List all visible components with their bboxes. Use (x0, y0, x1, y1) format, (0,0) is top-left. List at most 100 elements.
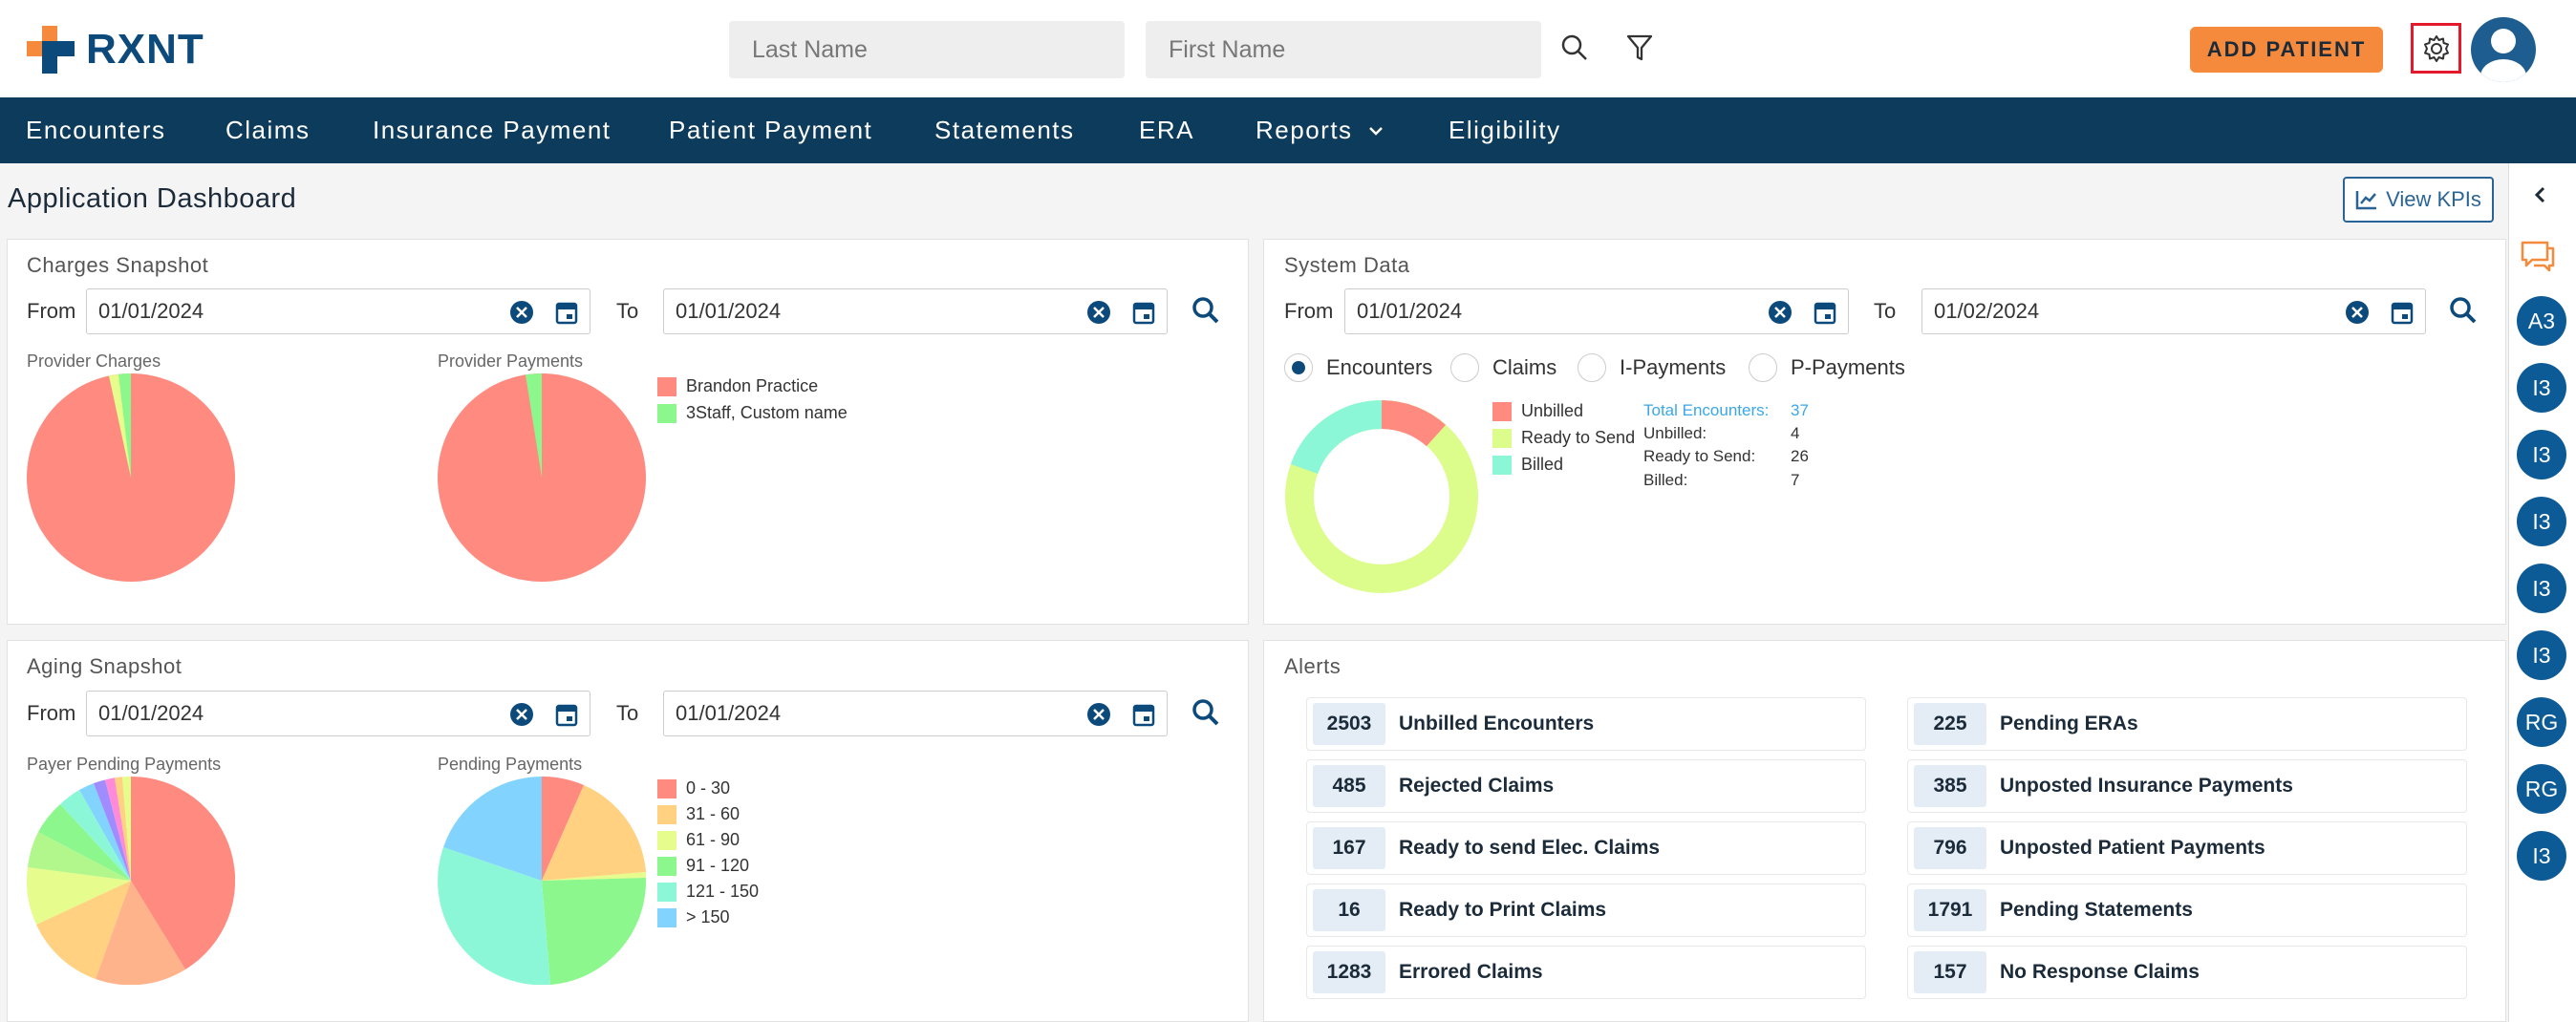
legend-item: 61 - 90 (657, 830, 740, 850)
nav-encounters[interactable]: Encounters (26, 116, 166, 144)
charges-to-date-value: 01/01/2024 (676, 299, 782, 323)
first-name-input[interactable]: First Name (1146, 21, 1541, 78)
user-avatar[interactable] (2471, 17, 2536, 82)
chevron-down-icon[interactable] (1368, 125, 1384, 137)
radio-p-payments[interactable]: P-Payments (1749, 353, 1905, 382)
encounters-donut-chart (1285, 400, 1478, 593)
calendar-icon[interactable] (1132, 300, 1155, 325)
alert-unposted-insurance-payments[interactable]: 385 Unposted Insurance Payments (1907, 759, 2467, 813)
aging-to-date-value: 01/01/2024 (676, 701, 782, 725)
logo-cross-icon (27, 26, 75, 74)
aging-from-date-value: 01/01/2024 (98, 701, 204, 725)
rxnt-logo[interactable]: RXNT (25, 23, 204, 76)
clear-icon[interactable] (1086, 702, 1111, 727)
clear-icon[interactable] (2345, 300, 2370, 325)
aging-to-date-input[interactable]: 01/01/2024 (663, 691, 1168, 736)
ready-stat-label: Ready to Send: (1643, 447, 1756, 465)
alert-ready-to-send-elec-claims[interactable]: 167 Ready to send Elec. Claims (1306, 821, 1866, 875)
alert-count: 385 (1914, 765, 1986, 807)
alert-pending-eras[interactable]: 225 Pending ERAs (1907, 697, 2467, 751)
search-icon[interactable] (1557, 31, 1592, 65)
alert-count: 157 (1914, 951, 1986, 993)
radio-circle (1749, 353, 1777, 382)
alert-label: Rejected Claims (1399, 775, 1555, 797)
main-nav: Encounters Claims Insurance Payment Pati… (0, 97, 2576, 163)
aging-snapshot-title: Aging Snapshot (27, 654, 182, 678)
charges-to-date-input[interactable]: 01/01/2024 (663, 288, 1168, 334)
user-badge[interactable]: I3 (2517, 564, 2566, 613)
system-to-date-input[interactable]: 01/02/2024 (1921, 288, 2426, 334)
charges-from-date-input[interactable]: 01/01/2024 (86, 288, 590, 334)
alert-ready-to-print-claims[interactable]: 16 Ready to Print Claims (1306, 884, 1866, 937)
alert-unbilled-encounters[interactable]: 2503 Unbilled Encounters (1306, 697, 1866, 751)
alert-no-response-claims[interactable]: 157 No Response Claims (1907, 946, 2467, 999)
settings-gear-icon[interactable] (2411, 23, 2461, 74)
calendar-icon[interactable] (1814, 300, 1836, 325)
provider-charges-label: Provider Charges (27, 351, 161, 371)
legend-item: Unbilled (1492, 401, 1583, 421)
last-name-input[interactable]: Last Name (729, 21, 1125, 78)
charges-search-icon[interactable] (1191, 296, 1220, 325)
nav-claims[interactable]: Claims (225, 116, 311, 144)
user-badge[interactable]: RG (2517, 697, 2566, 747)
system-search-icon[interactable] (2449, 296, 2478, 325)
from-label: From (27, 701, 76, 725)
aging-search-icon[interactable] (1191, 698, 1220, 727)
unbilled-stat-value: 4 (1791, 424, 1800, 442)
calendar-icon[interactable] (1132, 702, 1155, 727)
legend-item: 31 - 60 (657, 804, 740, 824)
add-patient-button[interactable]: ADD PATIENT (2190, 27, 2383, 73)
legend-swatch (657, 376, 676, 396)
unbilled-stat-label: Unbilled: (1643, 424, 1707, 442)
radio-circle (1578, 353, 1606, 382)
nav-reports[interactable]: Reports (1256, 116, 1353, 144)
user-badge[interactable]: I3 (2517, 430, 2566, 479)
nav-patient-payment[interactable]: Patient Payment (669, 116, 873, 144)
clear-icon[interactable] (1086, 300, 1111, 325)
radio-encounters[interactable]: Encounters (1284, 353, 1432, 382)
ready-stat-value: 26 (1791, 447, 1809, 465)
alert-label: Unbilled Encounters (1399, 713, 1595, 735)
user-badge[interactable]: RG (2517, 764, 2566, 814)
alert-label: Ready to send Elec. Claims (1399, 837, 1661, 859)
brand-name: RXNT (86, 26, 204, 73)
system-from-date-input[interactable]: 01/01/2024 (1344, 288, 1849, 334)
calendar-icon[interactable] (2391, 300, 2414, 325)
clear-icon[interactable] (1768, 300, 1792, 325)
clear-icon[interactable] (509, 702, 534, 727)
alert-pending-statements[interactable]: 1791 Pending Statements (1907, 884, 2467, 937)
clear-icon[interactable] (509, 300, 534, 325)
nav-insurance-payment[interactable]: Insurance Payment (373, 116, 612, 144)
system-from-date-value: 01/01/2024 (1357, 299, 1463, 323)
chevron-left-icon[interactable] (2531, 185, 2550, 204)
legend-label: 3Staff, Custom name (686, 403, 848, 422)
billed-stat-label: Billed: (1643, 471, 1688, 489)
alert-errored-claims[interactable]: 1283 Errored Claims (1306, 946, 1866, 999)
to-label: To (1874, 299, 1897, 323)
radio-i-payments[interactable]: I-Payments (1578, 353, 1726, 382)
alert-label: Ready to Print Claims (1399, 899, 1607, 921)
charges-snapshot-title: Charges Snapshot (27, 253, 209, 277)
user-badge[interactable]: I3 (2517, 363, 2566, 413)
nav-eligibility[interactable]: Eligibility (1449, 116, 1561, 144)
line-chart-icon (2355, 191, 2377, 210)
user-badge[interactable]: I3 (2517, 831, 2566, 881)
legend-label: Unbilled (1521, 401, 1584, 420)
alerts-title: Alerts (1284, 654, 1342, 678)
user-badge[interactable]: I3 (2517, 630, 2566, 680)
chat-icon[interactable] (2519, 239, 2557, 273)
aging-from-date-input[interactable]: 01/01/2024 (86, 691, 590, 736)
filter-icon[interactable] (1622, 31, 1657, 65)
alert-rejected-claims[interactable]: 485 Rejected Claims (1306, 759, 1866, 813)
calendar-icon[interactable] (555, 702, 578, 727)
calendar-icon[interactable] (555, 300, 578, 325)
user-badge[interactable]: I3 (2517, 497, 2566, 546)
nav-statements[interactable]: Statements (934, 116, 1075, 144)
nav-era[interactable]: ERA (1139, 116, 1194, 144)
legend-swatch (657, 778, 676, 798)
view-kpis-button[interactable]: View KPIs (2343, 177, 2494, 223)
radio-claims[interactable]: Claims (1450, 353, 1556, 382)
alert-unposted-patient-payments[interactable]: 796 Unposted Patient Payments (1907, 821, 2467, 875)
user-badge[interactable]: A3 (2517, 296, 2566, 346)
legend-swatch (1492, 455, 1512, 475)
